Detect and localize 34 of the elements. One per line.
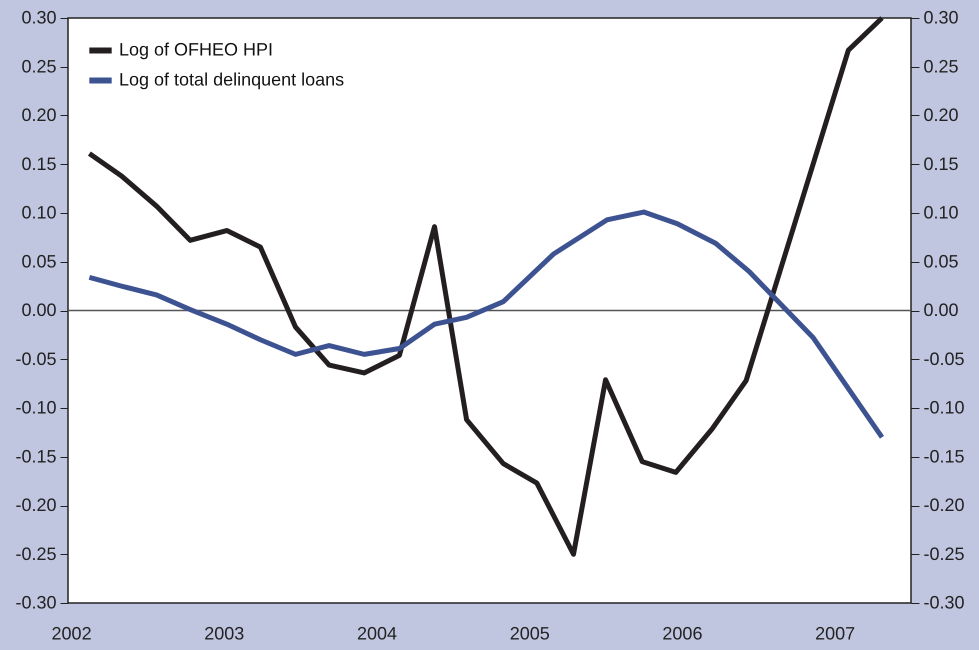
y-tick-label: 0.25	[21, 56, 56, 76]
legend-label: Log of OFHEO HPI	[119, 40, 274, 60]
x-tick-label: 2007	[815, 624, 856, 644]
y-tick-label: 0.30	[21, 8, 56, 28]
x-tick-label: 2006	[662, 624, 702, 644]
y-tick-label: 0.00	[21, 300, 56, 320]
y-tick-label: -0.25	[15, 544, 56, 564]
x-tick-label: 2003	[204, 624, 244, 644]
y2-tick-label: 0.15	[924, 154, 959, 174]
x-tick-label: 2002	[52, 624, 92, 644]
y2-tick-label: 0.00	[924, 300, 959, 320]
y2-tick-label: -0.15	[924, 446, 965, 466]
y-tick-label: 0.05	[21, 251, 56, 272]
x-tick-label: 2005	[510, 624, 550, 644]
y-tick-label: 0.20	[21, 105, 56, 125]
y-tick-label: -0.20	[15, 495, 56, 515]
legend-label: Log of total delinquent loans	[119, 70, 344, 90]
y-tick-label: 0.10	[21, 202, 56, 222]
y2-tick-label: 0.05	[924, 251, 959, 272]
y2-tick-label: -0.20	[924, 495, 965, 515]
y-tick-label: -0.10	[15, 398, 56, 418]
y-tick-label: 0.15	[21, 154, 56, 174]
y-tick-label: -0.30	[15, 592, 56, 612]
y2-tick-label: 0.10	[924, 202, 959, 222]
y2-tick-label: -0.25	[924, 544, 965, 564]
y-tick-label: -0.05	[15, 348, 56, 369]
y2-tick-label: 0.20	[924, 105, 959, 125]
y-tick-label: -0.15	[15, 446, 56, 466]
y2-tick-label: -0.30	[924, 592, 965, 612]
y2-tick-label: -0.10	[924, 398, 965, 418]
y2-tick-label: 0.25	[924, 56, 959, 76]
y2-tick-label: 0.30	[924, 8, 959, 28]
y2-tick-label: -0.05	[924, 348, 965, 369]
x-tick-label: 2004	[356, 624, 398, 644]
